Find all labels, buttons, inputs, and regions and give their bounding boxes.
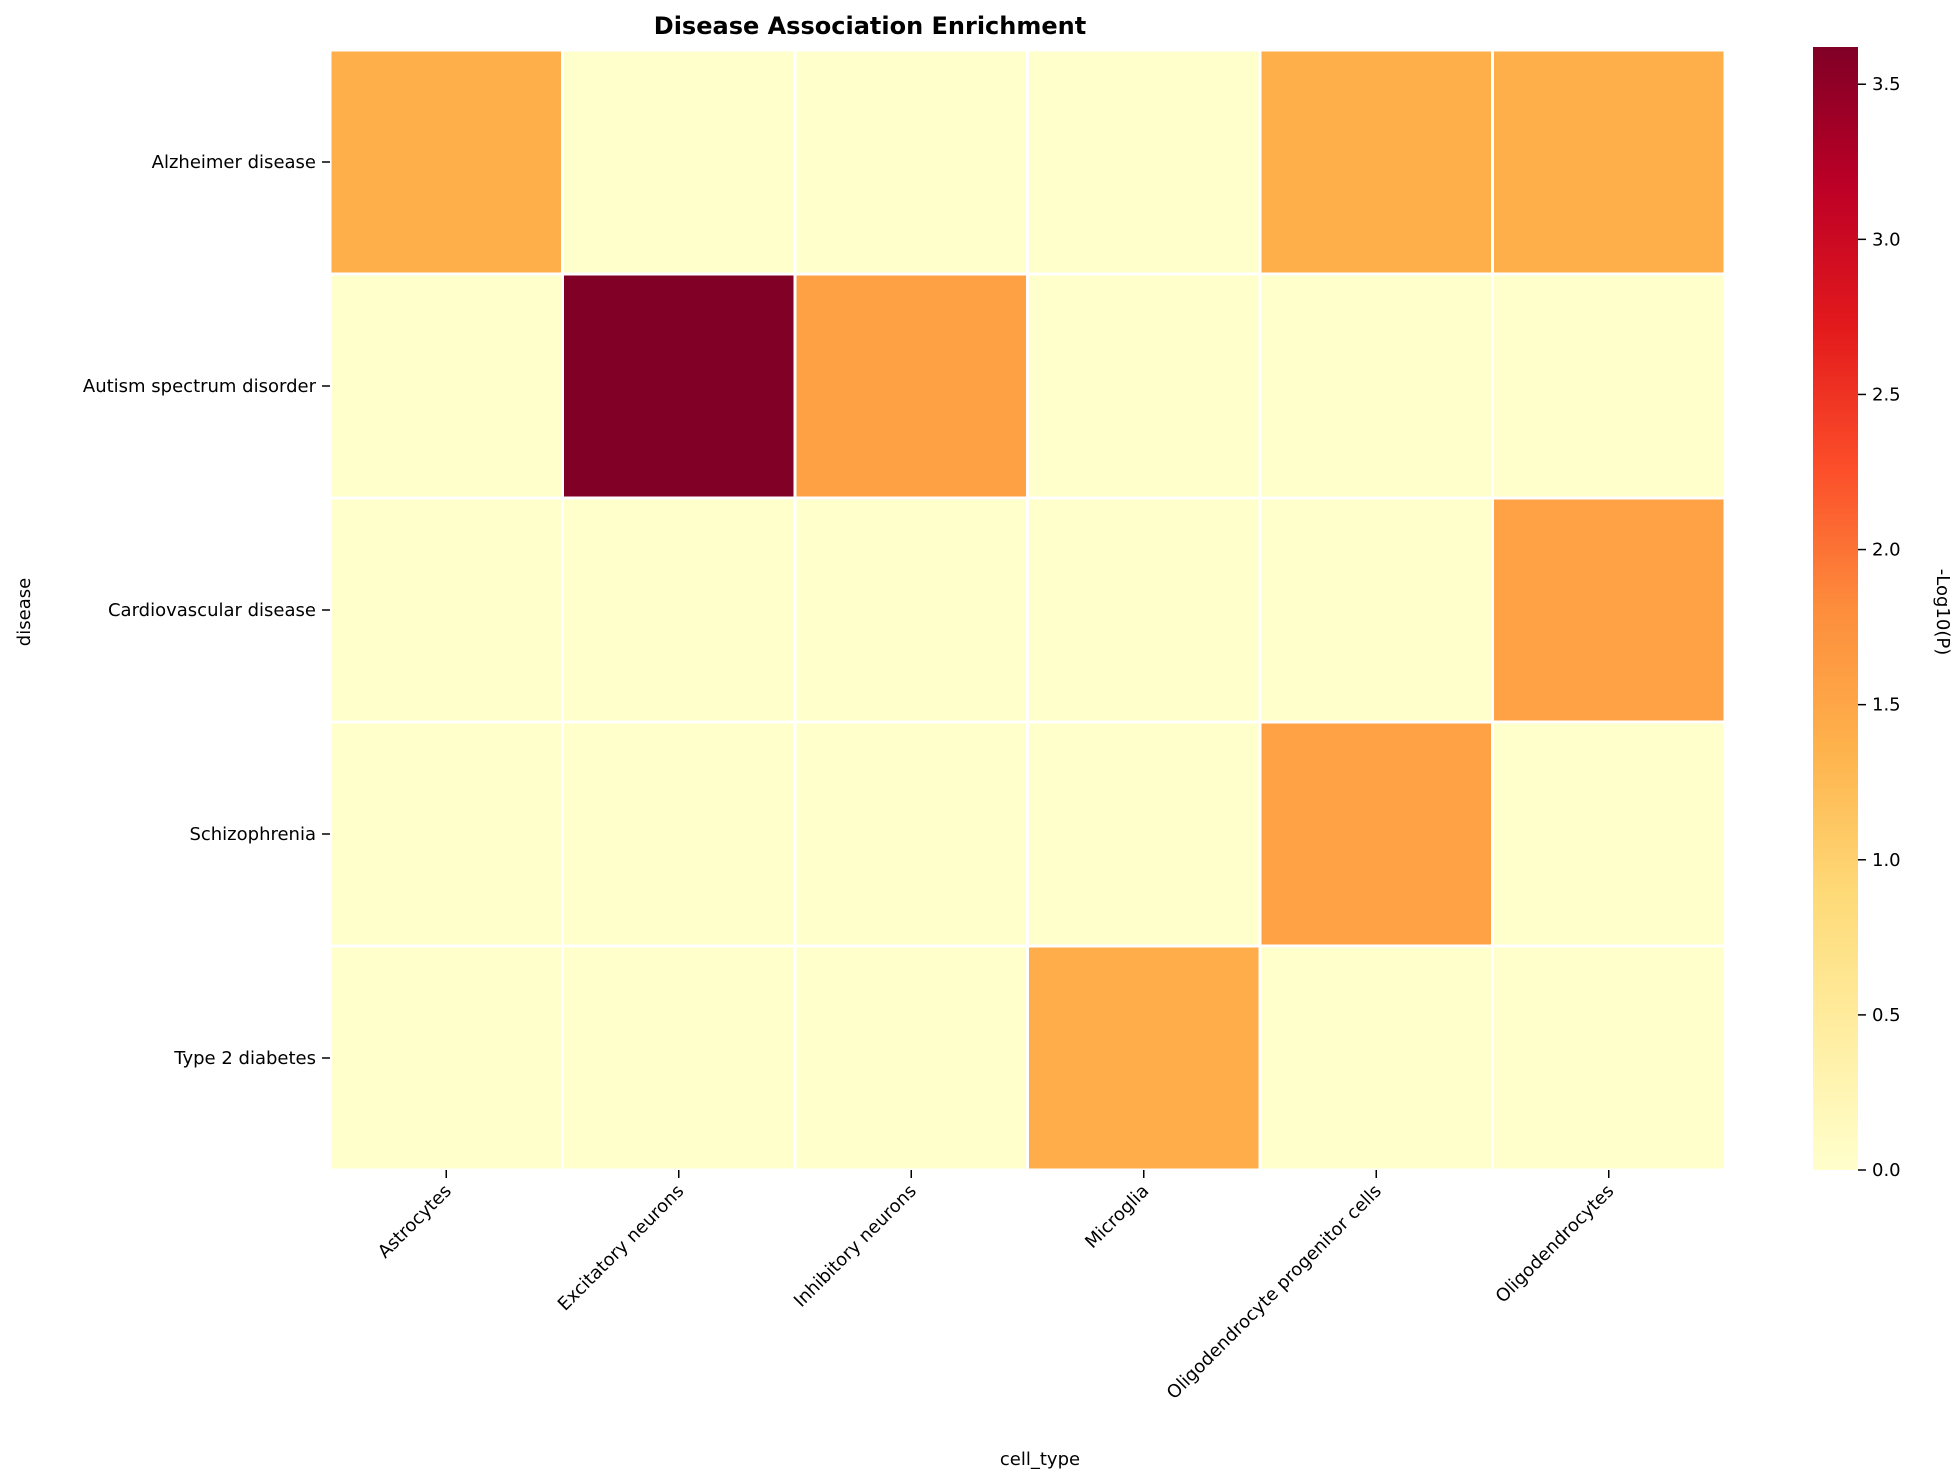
colorbar-tick-label: 2.0: [1872, 540, 1901, 561]
heatmap-cell: [1258, 944, 1494, 1172]
x-tick-label: Excitatory neurons: [554, 1181, 689, 1316]
heatmap-cell: [561, 48, 797, 276]
y-axis-ticks: Alzheimer disease Autism spectrum disorde…: [83, 152, 330, 1069]
colorbar-label: -Log10(P): [1932, 569, 1953, 655]
y-tick-label: Autism spectrum disorder: [83, 376, 317, 397]
heatmap-cell: [1026, 48, 1262, 276]
colorbar-tick-label: 3.5: [1872, 74, 1901, 95]
heatmap-cell: [1026, 496, 1262, 724]
colorbar-tick-label: 2.5: [1872, 384, 1901, 405]
heatmap-cell: [328, 272, 564, 500]
heatmap-cell: [328, 48, 564, 276]
heatmap-cell: [561, 496, 797, 724]
x-axis-ticks: Astrocytes Excitatory neurons Inhibitory n…: [374, 1170, 1618, 1404]
colorbar-tick-label: 3.0: [1872, 229, 1901, 250]
x-tick-label: Oligodendrocyte progenitor cells: [1163, 1181, 1386, 1404]
heatmap-cell: [561, 720, 797, 948]
heatmap-cell: [1258, 48, 1494, 276]
heatmap-cell: [1026, 944, 1262, 1172]
colorbar-tick-label: 1.5: [1872, 695, 1901, 716]
x-tick-label: Microglia: [1081, 1181, 1153, 1253]
y-axis-label: disease: [14, 578, 35, 646]
heatmap-cell: [1491, 720, 1727, 948]
heatmap-cell: [793, 48, 1029, 276]
heatmap-cell: [793, 272, 1029, 500]
heatmap-cell: [1491, 48, 1727, 276]
heatmap-cell: [1491, 496, 1727, 724]
x-tick-label: Inhibitory neurons: [790, 1181, 921, 1312]
x-tick-label: Oligodendrocytes: [1492, 1181, 1619, 1308]
chart-title: Disease Association Enrichment: [654, 12, 1086, 40]
colorbar-tick-label: 1.0: [1872, 850, 1901, 871]
heatmap-cell: [328, 496, 564, 724]
heatmap-cell: [561, 944, 797, 1172]
colorbar-tick-label: 0.0: [1872, 1160, 1901, 1181]
heatmap-cell: [1258, 496, 1494, 724]
heatmap-cells: [328, 48, 1727, 1172]
x-tick-label: Astrocytes: [374, 1181, 456, 1263]
colorbar-gradient: [1813, 47, 1858, 1170]
heatmap-cell: [1026, 272, 1262, 500]
x-axis-label: cell_type: [1000, 1449, 1080, 1470]
y-tick-label: Type 2 diabetes: [173, 1048, 316, 1069]
heatmap-cell: [793, 944, 1029, 1172]
colorbar-tick-label: 0.5: [1872, 1005, 1901, 1026]
heatmap-cell: [1491, 944, 1727, 1172]
heatmap-cell: [328, 944, 564, 1172]
heatmap-cell: [561, 272, 797, 500]
heatmap-cell: [1026, 720, 1262, 948]
y-tick-label: Cardiovascular disease: [108, 600, 316, 621]
heatmap-cell: [793, 720, 1029, 948]
colorbar: 0.0 0.5 1.0 1.5 2.0 2.5 3.0 3.5: [1813, 47, 1901, 1181]
y-tick-label: Schizophrenia: [189, 824, 316, 845]
heatmap-cell: [328, 720, 564, 948]
heatmap-cell: [1491, 272, 1727, 500]
heatmap-cell: [1258, 272, 1494, 500]
heatmap-cell: [1258, 720, 1494, 948]
heatmap-cell: [793, 496, 1029, 724]
y-tick-label: Alzheimer disease: [152, 152, 316, 173]
